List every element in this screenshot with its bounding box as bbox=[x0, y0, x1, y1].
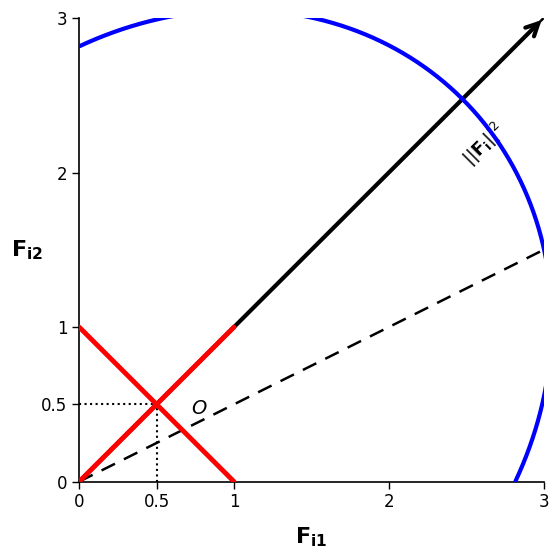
Text: $\mathit{O}$: $\mathit{O}$ bbox=[190, 400, 207, 418]
Text: $||\mathbf{F_i}||^2$: $||\mathbf{F_i}||^2$ bbox=[459, 118, 511, 171]
Y-axis label: $\mathbf{F_{i2}}$: $\mathbf{F_{i2}}$ bbox=[11, 238, 43, 262]
X-axis label: $\mathbf{F_{i1}}$: $\mathbf{F_{i1}}$ bbox=[295, 525, 328, 549]
